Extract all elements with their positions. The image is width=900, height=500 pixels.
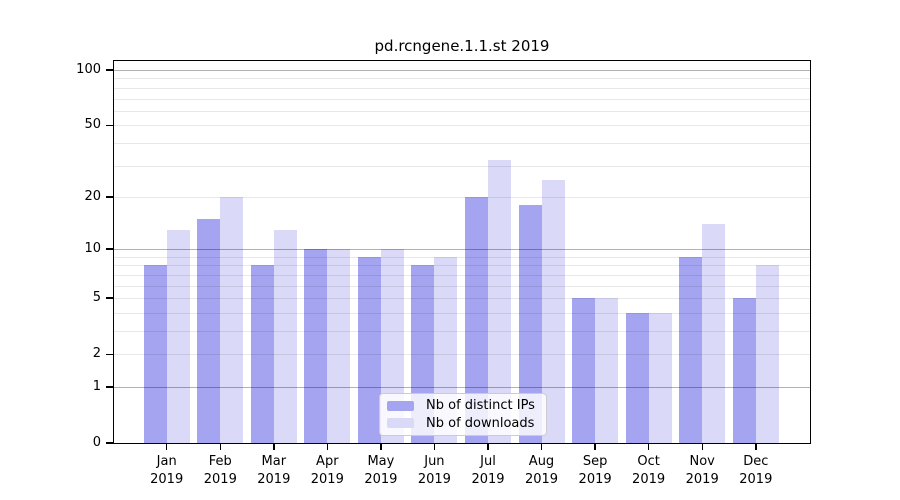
x-axis-tick-label: Sep 2019 [563, 453, 627, 489]
x-label-month: Dec [743, 454, 769, 469]
x-label-month: Oct [637, 454, 660, 469]
y-axis-tick-label: 10 [84, 241, 101, 257]
bar-distinct-ips-jan [143, 265, 167, 443]
x-label-year: 2019 [632, 472, 666, 487]
x-label-month: Jan [156, 454, 177, 469]
bar-downloads-nov [702, 224, 726, 443]
legend-swatch-downloads [387, 418, 414, 429]
x-label-month: Jul [480, 454, 496, 469]
legend-item-downloads: Nb of downloads [387, 416, 539, 431]
y-tick-mark [106, 196, 113, 198]
chart-title: pd.rcngene.1.1.st 2019 [374, 37, 550, 55]
bar-distinct-ips-oct [625, 312, 649, 443]
x-label-month: Feb [208, 454, 232, 469]
x-axis-tick-label: Jun 2019 [402, 453, 466, 489]
bar-distinct-ips-may [357, 256, 381, 443]
bars-layer [114, 61, 810, 443]
x-label-year: 2019 [150, 472, 184, 487]
y-axis-tick-label: 100 [76, 62, 101, 77]
x-tick-mark [487, 443, 489, 450]
y-axis-tick-label: 1 [92, 379, 101, 394]
x-label-month: Sep [582, 454, 608, 469]
bar-distinct-ips-feb [197, 218, 221, 443]
bar-distinct-ips-aug [518, 205, 542, 443]
y-axis-tick-label: 20 [84, 188, 101, 204]
y-axis-tick-label: 0 [92, 435, 101, 450]
x-label-year: 2019 [471, 472, 505, 487]
x-tick-mark [755, 443, 757, 450]
bar-distinct-ips-dec [732, 298, 756, 443]
bar-downloads-jan [166, 229, 190, 443]
y-tick-mark [106, 248, 113, 250]
x-axis-tick-label: Oct 2019 [617, 453, 681, 489]
y-tick-mark [106, 386, 113, 388]
bar-distinct-ips-nov [679, 256, 703, 443]
legend-item-distinct-ips: Nb of distinct IPs [387, 398, 539, 413]
bar-downloads-aug [541, 179, 565, 443]
x-label-month: Aug [528, 454, 555, 469]
x-axis-tick-label: May 2019 [349, 453, 413, 489]
x-tick-mark [433, 443, 436, 450]
x-label-month: May [367, 454, 395, 469]
y-axis-tick-label: 5 [92, 290, 101, 306]
x-label-year: 2019 [578, 472, 612, 487]
y-axis-tick-label: 50 [84, 117, 101, 133]
bar-downloads-sep [595, 298, 619, 443]
bar-downloads-oct [648, 312, 672, 443]
y-tick-mark [106, 124, 113, 126]
bar-downloads-jul [488, 160, 511, 443]
y-tick-mark [106, 297, 113, 299]
x-axis-tick-label: Nov 2019 [670, 453, 734, 489]
bar-distinct-ips-apr [304, 249, 328, 443]
legend-label-distinct-ips: Nb of distinct IPs [426, 398, 535, 414]
x-label-year: 2019 [524, 472, 559, 487]
x-tick-mark [165, 443, 168, 450]
x-tick-mark [540, 443, 543, 450]
x-axis-tick-label: Apr 2019 [295, 453, 359, 489]
x-axis-tick-label: Jan 2019 [135, 453, 199, 489]
legend-label-downloads: Nb of downloads [426, 415, 535, 431]
y-tick-mark [106, 442, 113, 444]
x-label-month: Nov [689, 454, 715, 469]
legend: Nb of distinct IPs Nb of downloads [379, 393, 547, 436]
x-tick-mark [647, 443, 650, 450]
x-label-month: Jun [424, 454, 445, 469]
x-label-year: 2019 [364, 472, 398, 487]
bar-distinct-ips-jul [465, 196, 488, 443]
x-axis-tick-label: Aug 2019 [510, 453, 574, 489]
x-axis-tick-label: Mar 2019 [242, 453, 306, 489]
y-axis-tick-label: 2 [92, 346, 101, 362]
x-axis-tick-label: Jul 2019 [456, 453, 520, 489]
bar-downloads-mar [273, 229, 297, 443]
legend-swatch-distinct-ips [387, 400, 414, 411]
x-label-year: 2019 [257, 472, 291, 487]
x-label-month: Mar [261, 454, 287, 469]
plot-area [113, 60, 811, 444]
y-tick-mark [106, 353, 113, 355]
x-axis-tick-label: Dec 2019 [724, 453, 788, 489]
bar-downloads-dec [755, 265, 779, 443]
x-label-year: 2019 [203, 472, 237, 487]
x-tick-mark [701, 443, 703, 450]
x-tick-mark [594, 443, 596, 450]
x-axis-tick-label: Feb 2019 [188, 453, 252, 489]
x-tick-mark [326, 443, 329, 450]
x-tick-mark [273, 443, 275, 450]
x-tick-mark [219, 443, 221, 450]
x-tick-mark [380, 443, 382, 450]
bar-downloads-apr [327, 249, 351, 443]
y-tick-mark [106, 69, 113, 71]
bar-downloads-feb [220, 196, 244, 443]
x-label-year: 2019 [685, 472, 719, 487]
x-label-year: 2019 [417, 472, 451, 487]
x-label-year: 2019 [739, 472, 773, 487]
x-label-year: 2019 [310, 472, 344, 487]
x-label-month: Apr [316, 454, 339, 469]
bar-distinct-ips-sep [572, 298, 596, 443]
bar-distinct-ips-mar [250, 265, 274, 443]
